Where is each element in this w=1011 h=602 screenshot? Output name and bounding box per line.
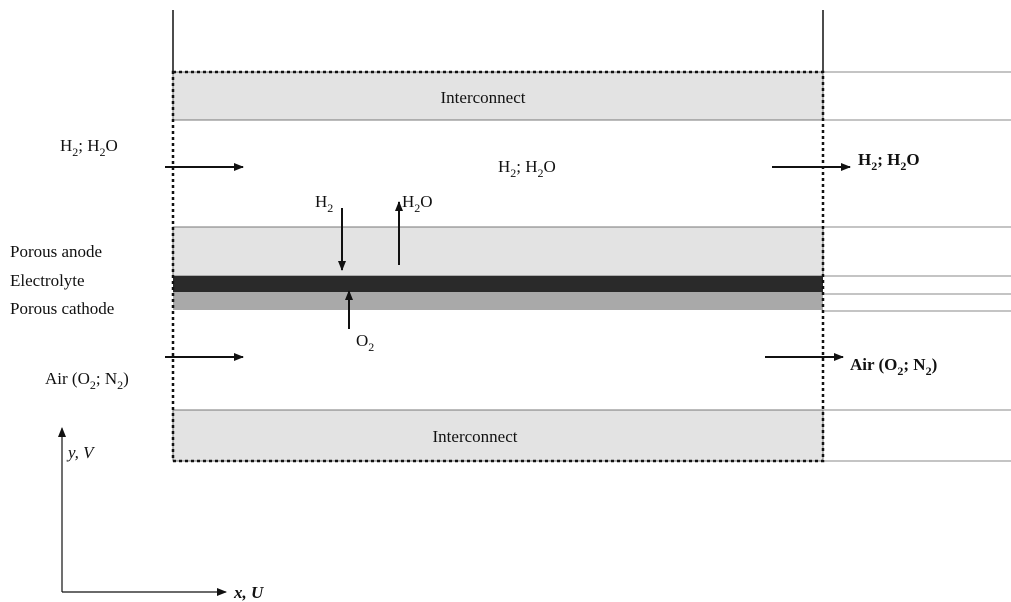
electrolyte-layer	[173, 276, 823, 292]
interconnect-bottom-layer	[172, 409, 824, 462]
fuel-channel-label: H2; H2O	[498, 157, 556, 180]
interconnect-top-layer	[172, 71, 824, 121]
h2-down-label: H2	[315, 192, 333, 215]
porous-anode-label: Porous anode	[10, 242, 102, 261]
y-axis-label: y, V	[66, 443, 96, 462]
interconnect-top-label: Interconnect	[441, 88, 526, 107]
o2-up-label: O2	[356, 331, 374, 354]
porous-anode-layer	[172, 226, 824, 277]
right-extension-lines	[823, 71, 1011, 462]
electrolyte-label: Electrolyte	[10, 271, 85, 290]
h2o-up-label: H2O	[402, 192, 433, 215]
interconnect-bottom-label: Interconnect	[433, 427, 518, 446]
fuel-outlet-label: H2; H2O	[858, 150, 920, 173]
air-inlet-label: Air (O2; N2)	[45, 369, 129, 392]
porous-cathode-label: Porous cathode	[10, 299, 114, 318]
x-axis-label: x, U	[233, 583, 264, 602]
porous-cathode-layer	[173, 292, 823, 310]
domain-boundary	[171, 70, 825, 463]
air-outlet-label: Air (O2; N2)	[850, 355, 937, 378]
fuel-inlet-label: H2; H2O	[60, 136, 118, 159]
